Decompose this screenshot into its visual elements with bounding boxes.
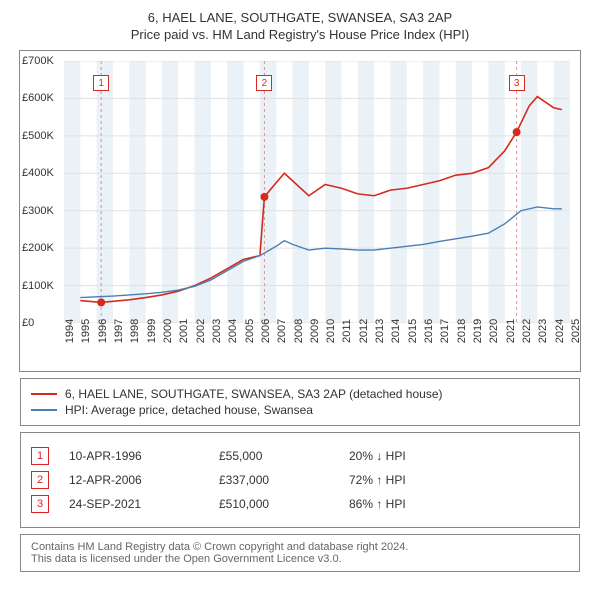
transaction-delta: 72% ↑ HPI [349,473,406,487]
transaction-price: £510,000 [219,497,329,511]
y-axis-label: £600K [22,92,54,104]
legend-label: HPI: Average price, detached house, Swan… [65,403,313,417]
legend-label: 6, HAEL LANE, SOUTHGATE, SWANSEA, SA3 2A… [65,387,443,401]
chart-title-address: 6, HAEL LANE, SOUTHGATE, SWANSEA, SA3 2A… [10,10,590,25]
transaction-row: 1 10-APR-1996 £55,000 20% ↓ HPI [31,447,569,465]
y-axis-label: £100K [22,280,54,292]
footer-line-2: This data is licensed under the Open Gov… [31,553,569,565]
transactions-box: 1 10-APR-1996 £55,000 20% ↓ HPI 2 12-APR-2006… [20,432,580,528]
transaction-number: 3 [31,495,49,513]
transaction-marker-3: 3 [509,75,525,91]
legend-swatch [31,409,57,411]
y-axis-label: £500K [22,130,54,142]
y-axis-label: £300K [22,205,54,217]
legend-item: 6, HAEL LANE, SOUTHGATE, SWANSEA, SA3 2A… [31,387,569,401]
transaction-date: 24-SEP-2021 [69,497,199,511]
legend-box: 6, HAEL LANE, SOUTHGATE, SWANSEA, SA3 2A… [20,378,580,426]
legend-swatch [31,393,57,395]
y-axis-label: £400K [22,167,54,179]
transaction-price: £55,000 [219,449,329,463]
y-axis-label: £700K [22,55,54,67]
transaction-number: 2 [31,471,49,489]
transaction-price: £337,000 [219,473,329,487]
legend-item: HPI: Average price, detached house, Swan… [31,403,569,417]
chart-title-subtitle: Price paid vs. HM Land Registry's House … [10,27,590,42]
footer-line-1: Contains HM Land Registry data © Crown c… [31,541,569,553]
chart-container: £0£100K£200K£300K£400K£500K£600K£700K 19… [19,50,581,372]
transaction-delta: 20% ↓ HPI [349,449,406,463]
transaction-date: 12-APR-2006 [69,473,199,487]
footer-box: Contains HM Land Registry data © Crown c… [20,534,580,572]
transaction-marker-2: 2 [256,75,272,91]
transaction-row: 3 24-SEP-2021 £510,000 86% ↑ HPI [31,495,569,513]
y-axis-label: £200K [22,242,54,254]
transaction-date: 10-APR-1996 [69,449,199,463]
chart-plot [64,61,570,323]
transaction-marker-1: 1 [93,75,109,91]
transaction-delta: 86% ↑ HPI [349,497,406,511]
x-axis-label: 2025 [570,319,600,343]
transaction-row: 2 12-APR-2006 £337,000 72% ↑ HPI [31,471,569,489]
y-axis-label: £0 [22,317,34,329]
transaction-number: 1 [31,447,49,465]
